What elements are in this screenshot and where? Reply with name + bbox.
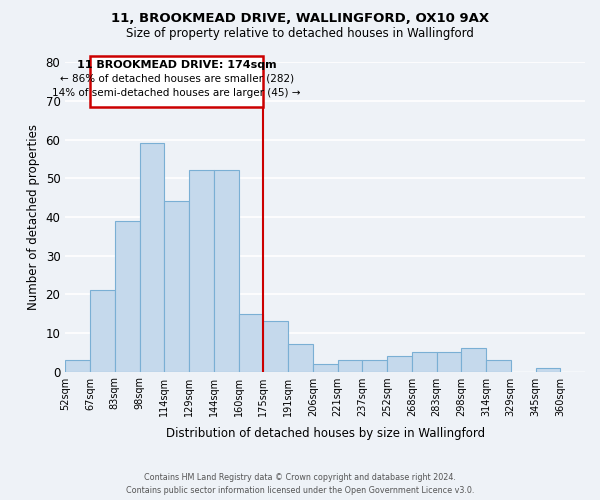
Bar <box>362 360 387 372</box>
Y-axis label: Number of detached properties: Number of detached properties <box>27 124 40 310</box>
Bar <box>313 364 338 372</box>
X-axis label: Distribution of detached houses by size in Wallingford: Distribution of detached houses by size … <box>166 427 485 440</box>
Bar <box>214 170 239 372</box>
Bar <box>461 348 486 372</box>
Bar <box>338 360 362 372</box>
Text: 14% of semi-detached houses are larger (45) →: 14% of semi-detached houses are larger (… <box>52 88 301 98</box>
Text: Contains HM Land Registry data © Crown copyright and database right 2024.
Contai: Contains HM Land Registry data © Crown c… <box>126 474 474 495</box>
Bar <box>486 360 511 372</box>
Text: 11, BROOKMEAD DRIVE, WALLINGFORD, OX10 9AX: 11, BROOKMEAD DRIVE, WALLINGFORD, OX10 9… <box>111 12 489 26</box>
Bar <box>90 290 115 372</box>
Text: Size of property relative to detached houses in Wallingford: Size of property relative to detached ho… <box>126 28 474 40</box>
Bar <box>387 356 412 372</box>
Bar <box>140 144 164 372</box>
Text: 11 BROOKMEAD DRIVE: 174sqm: 11 BROOKMEAD DRIVE: 174sqm <box>77 60 277 70</box>
Bar <box>239 314 263 372</box>
Bar <box>65 360 90 372</box>
Bar <box>536 368 560 372</box>
Text: ← 86% of detached houses are smaller (282): ← 86% of detached houses are smaller (28… <box>59 74 294 84</box>
Bar <box>115 220 140 372</box>
FancyBboxPatch shape <box>90 56 263 106</box>
Bar <box>164 202 189 372</box>
Bar <box>288 344 313 372</box>
Bar <box>263 322 288 372</box>
Bar <box>189 170 214 372</box>
Bar <box>412 352 437 372</box>
Bar <box>437 352 461 372</box>
